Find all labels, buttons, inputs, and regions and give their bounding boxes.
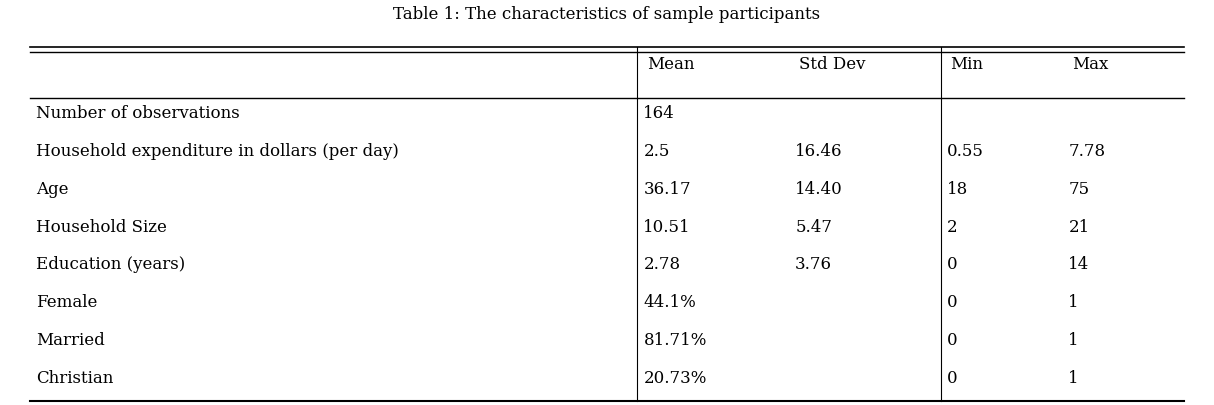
Text: 2.78: 2.78 — [643, 256, 681, 273]
Text: 1: 1 — [1068, 293, 1079, 310]
Text: 7.78: 7.78 — [1068, 143, 1106, 160]
Text: 164: 164 — [643, 105, 675, 122]
Text: Min: Min — [951, 56, 983, 73]
Text: 75: 75 — [1068, 180, 1089, 197]
Text: Mean: Mean — [647, 56, 694, 73]
Text: 0: 0 — [947, 293, 958, 310]
Text: Household Size: Household Size — [36, 218, 168, 235]
Text: Female: Female — [36, 293, 98, 310]
Text: 0.55: 0.55 — [947, 143, 983, 160]
Text: 20.73%: 20.73% — [643, 369, 707, 386]
Text: Household expenditure in dollars (per day): Household expenditure in dollars (per da… — [36, 143, 399, 160]
Text: Max: Max — [1072, 56, 1108, 73]
Text: 1: 1 — [1068, 331, 1079, 348]
Text: Christian: Christian — [36, 369, 114, 386]
Text: 0: 0 — [947, 369, 958, 386]
Text: 21: 21 — [1068, 218, 1090, 235]
Text: 2: 2 — [947, 218, 958, 235]
Text: 44.1%: 44.1% — [643, 293, 696, 310]
Text: 1: 1 — [1068, 369, 1079, 386]
Text: 14: 14 — [1068, 256, 1090, 273]
Text: 3.76: 3.76 — [795, 256, 832, 273]
Text: 18: 18 — [947, 180, 969, 197]
Text: Std Dev: Std Dev — [799, 56, 866, 73]
Text: 10.51: 10.51 — [643, 218, 691, 235]
Text: 16.46: 16.46 — [795, 143, 843, 160]
Text: 36.17: 36.17 — [643, 180, 691, 197]
Text: Table 1: The characteristics of sample participants: Table 1: The characteristics of sample p… — [393, 6, 821, 23]
Text: Married: Married — [36, 331, 106, 348]
Text: Age: Age — [36, 180, 69, 197]
Text: Education (years): Education (years) — [36, 256, 186, 273]
Text: 81.71%: 81.71% — [643, 331, 707, 348]
Text: Number of observations: Number of observations — [36, 105, 240, 122]
Text: 2.5: 2.5 — [643, 143, 670, 160]
Text: 0: 0 — [947, 331, 958, 348]
Text: 14.40: 14.40 — [795, 180, 843, 197]
Text: 5.47: 5.47 — [795, 218, 832, 235]
Text: 0: 0 — [947, 256, 958, 273]
